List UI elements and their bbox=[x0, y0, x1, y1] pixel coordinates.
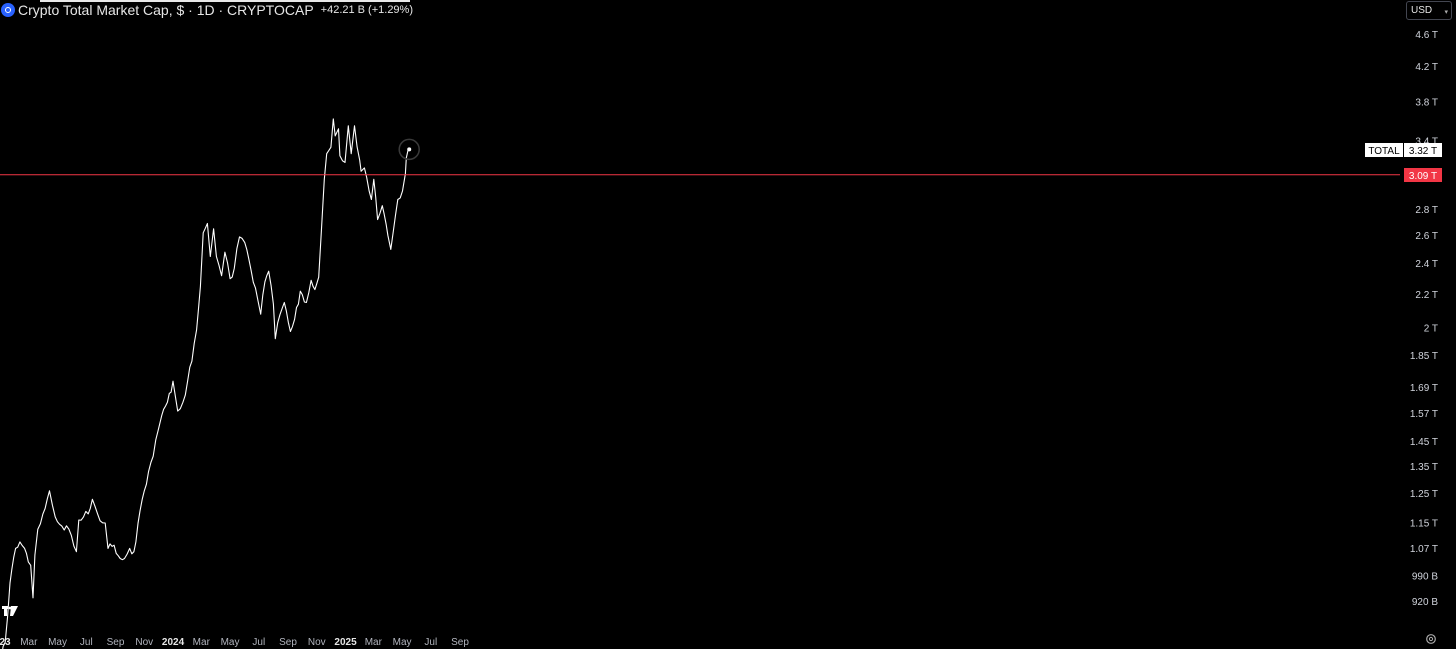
x-tick-label: 2025 bbox=[334, 637, 357, 648]
y-tick-label: 1.35 T bbox=[1410, 462, 1438, 473]
top-highlight-bar bbox=[40, 0, 410, 2]
x-tick-label: Sep bbox=[451, 637, 469, 648]
y-tick-label: 1.07 T bbox=[1410, 544, 1438, 555]
y-tick-label: 2.8 T bbox=[1415, 205, 1438, 216]
series-name-label: TOTAL bbox=[1368, 146, 1400, 157]
y-tick-label: 990 B bbox=[1412, 571, 1438, 582]
last-point-dot bbox=[407, 147, 412, 152]
y-tick-label: 4.6 T bbox=[1415, 30, 1438, 41]
currency-button[interactable]: USD ▾ bbox=[1406, 1, 1452, 20]
x-tick-label: 23 bbox=[0, 637, 11, 648]
x-tick-label: May bbox=[221, 637, 240, 648]
y-tick-label: 920 B bbox=[1412, 597, 1438, 608]
horizontal-line-label: 3.09 T bbox=[1409, 171, 1437, 182]
gear-icon[interactable] bbox=[1425, 633, 1437, 645]
y-tick-label: 2 T bbox=[1424, 324, 1438, 335]
y-tick-label: 2.6 T bbox=[1415, 231, 1438, 242]
x-tick-label: Nov bbox=[135, 637, 153, 648]
y-tick-label: 1.69 T bbox=[1410, 383, 1438, 394]
chart-header: Crypto Total Market Cap, $ · 1D · CRYPTO… bbox=[0, 1, 413, 19]
x-tick-label: May bbox=[48, 637, 67, 648]
x-tick-label: Mar bbox=[20, 637, 38, 648]
last-point-halo bbox=[398, 138, 420, 161]
tradingview-logo bbox=[2, 606, 18, 616]
x-tick-label: Jul bbox=[252, 637, 265, 648]
x-tick-label: Nov bbox=[308, 637, 326, 648]
y-tick-label: 1.25 T bbox=[1410, 489, 1438, 500]
currency-label: USD bbox=[1411, 5, 1433, 16]
y-tick-label: 1.85 T bbox=[1410, 351, 1438, 362]
x-tick-label: Jul bbox=[424, 637, 437, 648]
horizontal-line-label-bg bbox=[1404, 168, 1442, 182]
y-tick-label: 4.2 T bbox=[1415, 62, 1438, 73]
y-tick-label: 1.57 T bbox=[1410, 409, 1438, 420]
price-change: +42.21 B (+1.29%) bbox=[320, 4, 413, 16]
series-line-total bbox=[2, 118, 409, 649]
x-tick-label: Jul bbox=[80, 637, 93, 648]
y-tick-label: 3.4 T bbox=[1415, 137, 1438, 148]
y-tick-label: 2.4 T bbox=[1415, 259, 1438, 270]
symbol-title[interactable]: Crypto Total Market Cap, $ · 1D · CRYPTO… bbox=[18, 2, 314, 18]
last-price-label-bg bbox=[1404, 143, 1442, 157]
cryptocap-logo-icon bbox=[1, 3, 15, 17]
y-tick-label: 1.45 T bbox=[1410, 437, 1438, 448]
x-tick-label: May bbox=[393, 637, 412, 648]
y-tick-label: 1.15 T bbox=[1410, 519, 1438, 530]
y-tick-label: 3.8 T bbox=[1415, 97, 1438, 108]
x-tick-label: 2024 bbox=[162, 637, 185, 648]
series-name-label-bg bbox=[1365, 143, 1403, 157]
x-tick-label: Mar bbox=[193, 637, 211, 648]
x-tick-label: Sep bbox=[279, 637, 297, 648]
x-tick-label: Sep bbox=[107, 637, 125, 648]
x-tick-label: Mar bbox=[365, 637, 383, 648]
chevron-down-icon: ▾ bbox=[1444, 9, 1448, 16]
last-price-label: 3.32 T bbox=[1409, 146, 1437, 157]
y-tick-label: 2.2 T bbox=[1415, 290, 1438, 301]
